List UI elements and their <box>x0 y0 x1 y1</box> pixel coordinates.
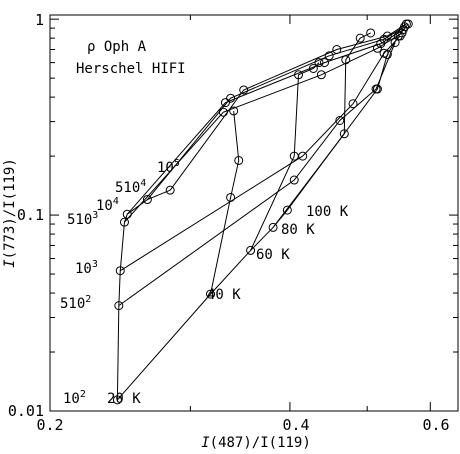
y-tick-label-1: 0.01 <box>8 402 44 420</box>
density-label-1e4: 104 <box>96 196 119 214</box>
annotation-source: ρ Oph A <box>87 39 147 55</box>
temperature-label-100k: 100 K <box>306 204 349 220</box>
data-point <box>115 266 125 276</box>
data-point <box>112 395 122 405</box>
data-point <box>114 301 124 311</box>
data-point <box>390 38 400 47</box>
annotation-instrument: Herschel HIFI <box>76 61 186 77</box>
density-curve-1 <box>117 209 288 401</box>
data-point <box>119 217 129 227</box>
x-axis-label: I(487)/I(119) <box>201 435 311 451</box>
density-curve-7 <box>169 23 407 191</box>
density-label-5e3: 5103 <box>67 210 98 228</box>
data-point <box>289 175 299 185</box>
data-point <box>379 48 389 58</box>
data-point <box>372 43 382 53</box>
y-axis-label: I(773)/I(119) <box>2 158 18 268</box>
data-point <box>282 205 292 215</box>
temperature-curve-4 <box>272 32 371 228</box>
data-point <box>324 51 334 61</box>
data-point <box>220 98 230 108</box>
x-tick-label-3: 0.6 <box>422 416 449 434</box>
data-point <box>400 22 410 32</box>
data-point <box>142 195 152 205</box>
data-point <box>122 209 132 219</box>
temperature-label-40k: 40 K <box>207 287 241 303</box>
data-point <box>226 192 236 202</box>
data-point <box>229 106 239 116</box>
data-point <box>401 19 411 29</box>
data-point <box>341 55 351 65</box>
data-point <box>316 70 326 80</box>
tick-labels: 0.2 0.4 0.6 0.01 0.1 1 <box>8 11 450 434</box>
data-point <box>308 63 318 73</box>
data-point <box>239 85 249 95</box>
x-tick-label-1: 0.2 <box>36 416 63 434</box>
data-point <box>366 28 376 38</box>
data-point <box>314 58 324 68</box>
density-label-5e4: 5104 <box>115 178 146 196</box>
data-point <box>379 34 389 44</box>
data-point <box>371 84 381 94</box>
data-point <box>293 70 303 80</box>
temperature-curve-2 <box>210 110 240 295</box>
x-tick-label-2: 0.4 <box>282 416 309 434</box>
data-point <box>246 245 256 255</box>
density-label-1e2: 102 <box>63 389 86 407</box>
data-point <box>335 115 345 125</box>
data-point <box>218 107 228 117</box>
y-tick-label-2: 0.1 <box>17 206 44 224</box>
plot-frame <box>49 14 459 412</box>
density-label-1e3: 103 <box>75 259 98 277</box>
temperature-label-80k: 80 K <box>281 222 315 238</box>
data-point <box>268 222 278 232</box>
temperature-labels: 20 K 40 K 60 K 80 K 100 K <box>107 204 349 407</box>
density-curve-3 <box>119 35 401 272</box>
data-point <box>206 289 216 299</box>
data-point <box>320 58 329 68</box>
y-tick-label-3: 1 <box>35 11 44 29</box>
data-point <box>298 151 308 161</box>
density-curve-2 <box>118 42 396 307</box>
data-point <box>226 93 236 103</box>
curves <box>116 23 409 401</box>
data-point <box>348 99 358 109</box>
data-point <box>355 33 365 43</box>
density-curve-6 <box>147 26 405 200</box>
markers <box>112 19 413 405</box>
density-labels: 102 5102 103 5103 104 5104 105 <box>60 158 180 407</box>
data-point <box>339 129 349 139</box>
temperature-label-20k: 20 K <box>107 391 141 407</box>
data-point <box>332 45 342 54</box>
axis-ticks <box>49 15 458 412</box>
density-label-1e5: 105 <box>157 158 180 176</box>
density-label-5e2: 5102 <box>60 294 91 312</box>
temperature-label-60k: 60 K <box>256 247 290 263</box>
data-point <box>234 155 244 165</box>
data-point <box>165 185 175 195</box>
data-point <box>382 31 392 41</box>
